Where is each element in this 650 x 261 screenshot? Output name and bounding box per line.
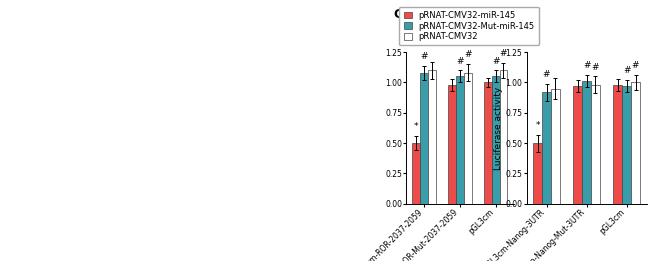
Bar: [582, 81, 591, 204]
Legend: pRNAT-CMV32-miR-145, pRNAT-CMV32-Mut-miR-145, pRNAT-CMV32: pRNAT-CMV32-miR-145, pRNAT-CMV32-Mut-miR…: [399, 7, 539, 45]
Text: C.: C.: [393, 8, 407, 21]
Text: #: #: [456, 57, 463, 66]
Bar: [456, 76, 464, 204]
Text: #: #: [421, 52, 428, 61]
Bar: [420, 73, 428, 204]
Bar: [542, 92, 551, 204]
Text: *: *: [536, 121, 540, 130]
Text: #: #: [543, 70, 551, 79]
Bar: [631, 82, 640, 204]
Bar: [464, 73, 472, 204]
Text: #: #: [500, 49, 507, 58]
Text: #: #: [492, 57, 499, 66]
Bar: [622, 86, 631, 204]
Bar: [614, 85, 622, 204]
Bar: [591, 85, 600, 204]
Bar: [491, 76, 500, 204]
Text: #: #: [464, 50, 471, 60]
Bar: [500, 70, 508, 204]
Bar: [533, 143, 542, 204]
Bar: [484, 82, 491, 204]
Text: #: #: [623, 66, 630, 75]
Text: #: #: [592, 63, 599, 72]
Bar: [551, 88, 560, 204]
Bar: [428, 70, 436, 204]
Y-axis label: Luciferase activity: Luciferase activity: [493, 86, 502, 169]
Text: #: #: [583, 61, 590, 70]
Bar: [412, 143, 420, 204]
Bar: [448, 85, 456, 204]
Text: #: #: [632, 61, 640, 70]
Bar: [573, 86, 582, 204]
Text: *: *: [414, 122, 419, 131]
